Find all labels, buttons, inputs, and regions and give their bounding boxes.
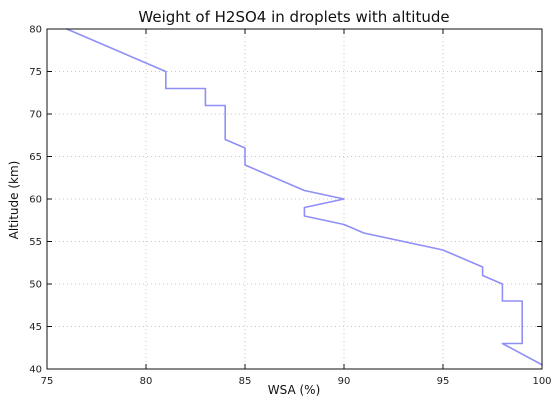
- y-tick-label: 80: [29, 25, 42, 36]
- y-tick-label: 45: [29, 322, 42, 333]
- y-tick-label: 60: [29, 195, 42, 206]
- y-tick-label: 75: [29, 67, 42, 78]
- y-tick-label: 50: [29, 280, 42, 291]
- y-tick-label: 55: [29, 237, 42, 248]
- x-tick-label: 75: [41, 376, 54, 387]
- x-tick-label: 90: [338, 376, 351, 387]
- x-axis-label: WSA (%): [268, 383, 321, 397]
- x-tick-label: 80: [140, 376, 153, 387]
- grid-layer: [46, 28, 543, 370]
- x-tick-label: 85: [239, 376, 252, 387]
- series-layer: [66, 28, 543, 366]
- y-tick-layer: 40 45 50 55 60 65 70 75 80: [29, 25, 42, 376]
- x-tick-layer: 75 80 85 90 95 100: [41, 376, 551, 387]
- x-tick-label: 100: [532, 376, 551, 387]
- y-tick-label: 65: [29, 152, 42, 163]
- series-line-1: [66, 28, 543, 366]
- y-tick-label: 40: [29, 365, 42, 376]
- x-tick-label: 95: [437, 376, 450, 387]
- axes-frame-layer: [46, 28, 543, 370]
- chart-title: Weight of H2SO4 in droplets with altitud…: [138, 8, 449, 26]
- y-tick-label: 70: [29, 110, 42, 121]
- y-axis-label: Altitude (km): [7, 161, 21, 240]
